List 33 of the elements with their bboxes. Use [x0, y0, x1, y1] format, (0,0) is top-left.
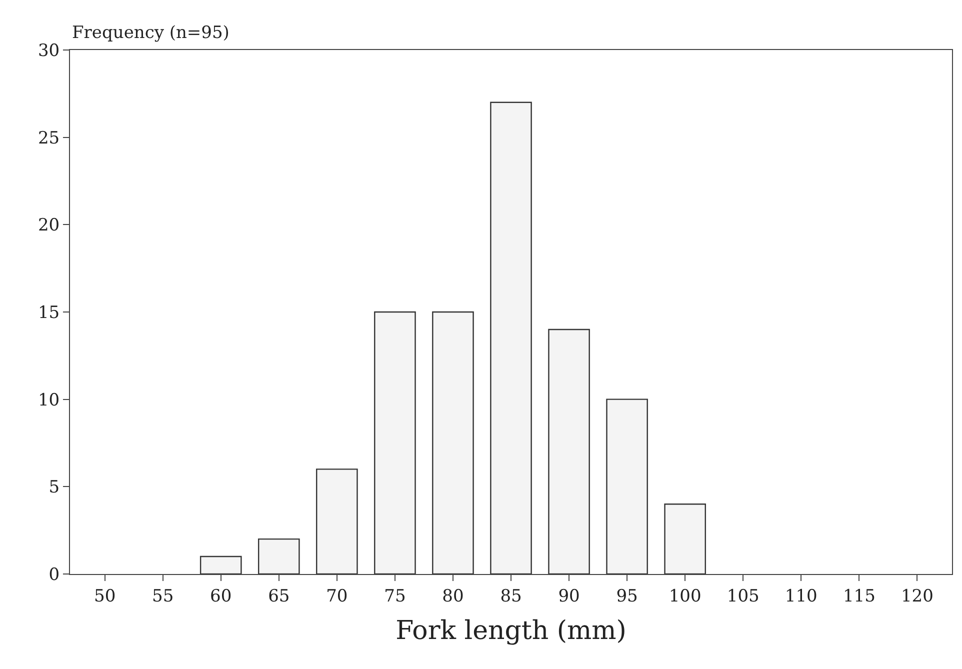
x-tick-label: 110 — [784, 586, 818, 606]
bar — [316, 468, 358, 574]
x-tick-label: 55 — [152, 586, 174, 606]
bar — [374, 311, 416, 574]
y-axis-title: Frequency (n=95) — [72, 23, 230, 43]
y-tick-label: 0 — [48, 564, 60, 585]
x-tick-label: 105 — [726, 586, 760, 606]
x-tick-label: 85 — [500, 586, 522, 606]
x-tick-label: 65 — [268, 586, 290, 606]
x-tick-label: 90 — [558, 586, 580, 606]
x-axis-title: Fork length (mm) — [396, 616, 626, 646]
x-tick-label: 120 — [900, 586, 934, 606]
y-tick-label: 15 — [38, 302, 60, 323]
y-tick-label: 20 — [38, 216, 60, 236]
y-tick-label: 30 — [38, 40, 60, 61]
x-tick-label: 50 — [94, 586, 116, 606]
x-tick-label: 60 — [210, 586, 232, 606]
bar — [664, 504, 706, 574]
bar — [258, 538, 300, 574]
bar — [200, 556, 242, 574]
bar — [490, 102, 532, 574]
y-tick-label: 25 — [38, 128, 60, 148]
x-tick-label: 95 — [616, 586, 638, 606]
y-tick-label: 5 — [48, 478, 60, 498]
bar — [606, 398, 648, 574]
x-tick-label: 80 — [442, 586, 464, 606]
bar — [548, 328, 590, 574]
x-tick-label: 100 — [668, 586, 702, 606]
bar — [432, 311, 474, 574]
x-tick-label: 70 — [326, 586, 348, 606]
x-tick-label: 75 — [384, 586, 406, 606]
y-tick-label: 10 — [38, 390, 60, 410]
x-tick-label: 115 — [842, 586, 876, 606]
